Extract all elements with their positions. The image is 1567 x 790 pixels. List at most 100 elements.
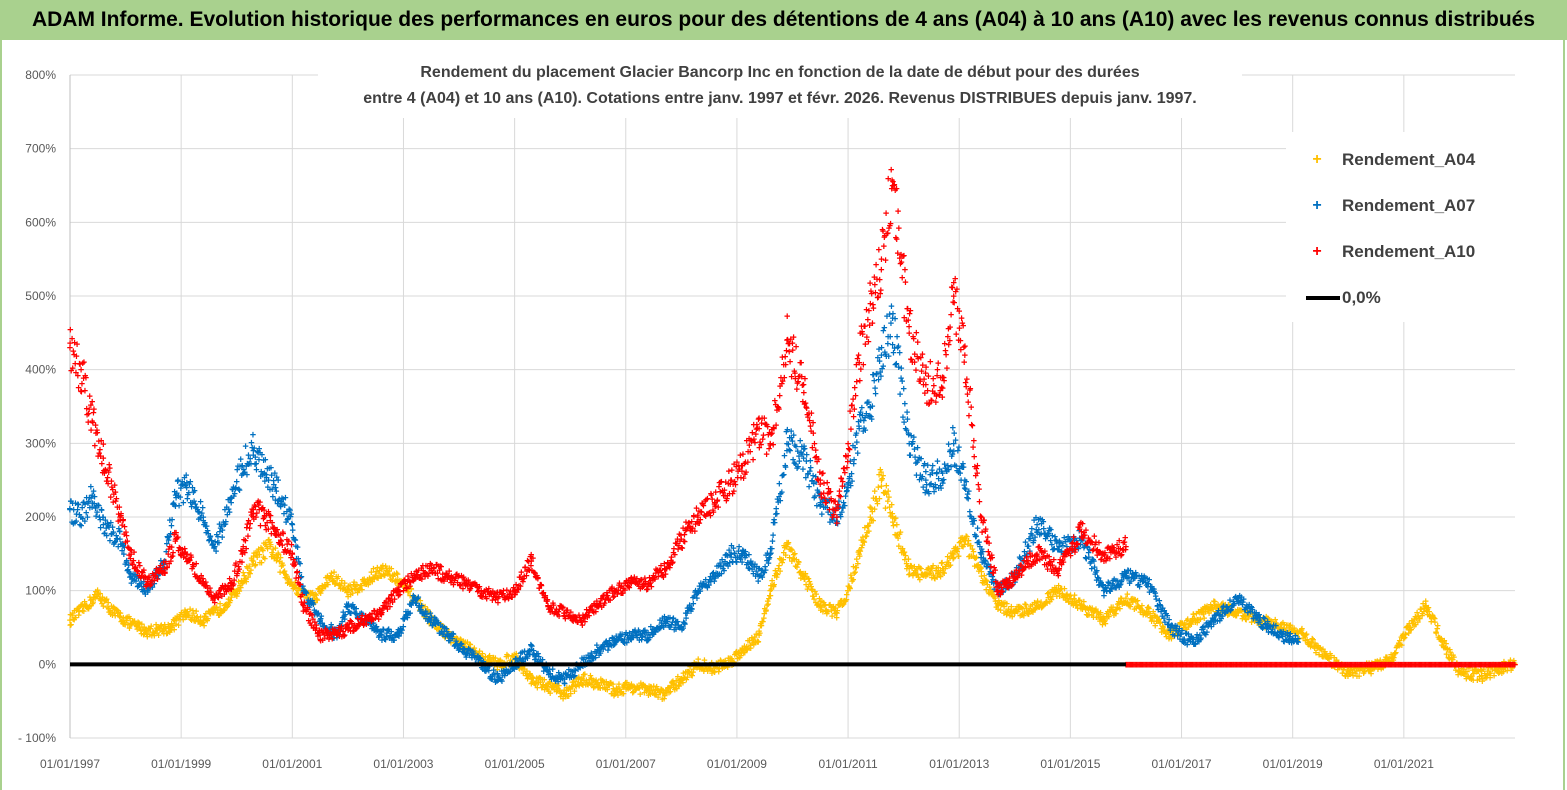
scatter-point: + — [682, 672, 688, 684]
scatter-point: + — [722, 661, 728, 673]
data-point: + — [950, 549, 956, 561]
scatter-point: + — [251, 548, 257, 560]
scatter-point: + — [691, 661, 697, 673]
scatter-point: + — [68, 620, 74, 632]
scatter-point: + — [150, 627, 156, 639]
scatter-point: + — [738, 650, 744, 662]
scatter-point: + — [222, 599, 228, 611]
scatter-point: + — [284, 578, 290, 590]
data-point: + — [906, 564, 912, 576]
scatter-point: + — [150, 627, 156, 639]
data-point: + — [1406, 623, 1412, 635]
scatter-point: + — [564, 683, 570, 695]
scatter-point: + — [786, 552, 792, 564]
scatter-point: + — [766, 593, 772, 605]
scatter-point: + — [615, 684, 621, 696]
scatter-point: + — [519, 664, 525, 676]
scatter-point: + — [589, 679, 595, 691]
scatter-point: + — [136, 618, 142, 630]
scatter-point: + — [223, 603, 229, 615]
scatter-point: + — [328, 570, 334, 582]
scatter-point: + — [213, 602, 219, 614]
scatter-point: + — [574, 679, 580, 691]
scatter-point: + — [281, 568, 287, 580]
data-point: + — [311, 593, 317, 605]
scatter-point: + — [237, 580, 243, 592]
scatter-point: + — [94, 585, 100, 597]
scatter-point: + — [85, 603, 91, 615]
scatter-point: + — [252, 560, 258, 572]
data-point: + — [1456, 667, 1462, 679]
scatter-point: + — [621, 681, 627, 693]
scatter-point: + — [758, 621, 764, 633]
scatter-point: + — [606, 679, 612, 691]
scatter-point: + — [750, 634, 756, 646]
scatter-point: + — [209, 604, 215, 616]
scatter-point: + — [586, 674, 592, 686]
scatter-point: + — [498, 662, 504, 674]
scatter-point: + — [121, 617, 127, 629]
scatter-point: + — [764, 596, 770, 608]
scatter-point: + — [104, 602, 110, 614]
scatter-point: + — [124, 612, 130, 624]
data-point: + — [739, 645, 745, 657]
scatter-point: + — [778, 555, 784, 567]
scatter-point: + — [758, 618, 764, 630]
scatter-point: + — [675, 680, 681, 692]
scatter-point: + — [353, 584, 359, 596]
scatter-point: + — [624, 682, 630, 694]
y-tick-labels: - 100%0%100%200%300%400%500%600%700%800% — [18, 68, 56, 745]
scatter-point: + — [522, 668, 528, 680]
scatter-point: + — [264, 544, 270, 556]
scatter-point: + — [330, 576, 336, 588]
scatter-point: + — [236, 586, 242, 598]
scatter-point: + — [602, 683, 608, 695]
scatter-point: + — [331, 567, 337, 579]
scatter-point: + — [144, 631, 150, 643]
data-point: + — [834, 608, 840, 620]
scatter-point: + — [382, 570, 388, 582]
scatter-point: + — [528, 678, 534, 690]
scatter-point: + — [611, 691, 617, 703]
scatter-point: + — [126, 623, 132, 635]
scatter-point: + — [74, 604, 80, 616]
scatter-point: + — [221, 605, 227, 617]
scatter-point: + — [654, 682, 660, 694]
scatter-point: + — [180, 615, 186, 627]
scatter-point: + — [752, 638, 758, 650]
scatter-point: + — [520, 668, 526, 680]
scatter-point: + — [684, 667, 690, 679]
scatter-point: + — [455, 636, 461, 648]
scatter-point: + — [755, 637, 761, 649]
scatter-point: + — [190, 608, 196, 620]
scatter-point: + — [458, 634, 464, 646]
scatter-point: + — [314, 594, 320, 606]
scatter-point: + — [633, 683, 639, 695]
scatter-point: + — [770, 581, 776, 593]
scatter-point: + — [551, 685, 557, 697]
data-point: + — [923, 571, 929, 583]
scatter-point: + — [404, 585, 410, 597]
y-tick-label: 700% — [25, 142, 56, 156]
scatter-point: + — [98, 596, 104, 608]
scatter-point: + — [482, 651, 488, 663]
data-point: + — [1345, 667, 1351, 679]
scatter-point: + — [250, 430, 256, 442]
scatter-point: + — [735, 648, 741, 660]
scatter-point: + — [76, 610, 82, 622]
scatter-point: + — [238, 576, 244, 588]
scatter-point: + — [341, 578, 347, 590]
scatter-point: + — [166, 626, 172, 638]
scatter-point: + — [631, 686, 637, 698]
y-tick-label: 800% — [25, 68, 56, 82]
scatter-point: + — [561, 685, 567, 697]
scatter-point: + — [582, 669, 588, 681]
scatter-point: + — [640, 680, 646, 692]
scatter-point: + — [486, 650, 492, 662]
scatter-point: + — [734, 650, 740, 662]
scatter-point: + — [543, 680, 549, 692]
scatter-point: + — [872, 389, 878, 401]
scatter-point: + — [257, 557, 263, 569]
data-point: + — [878, 475, 884, 487]
scatter-point: + — [262, 553, 268, 565]
